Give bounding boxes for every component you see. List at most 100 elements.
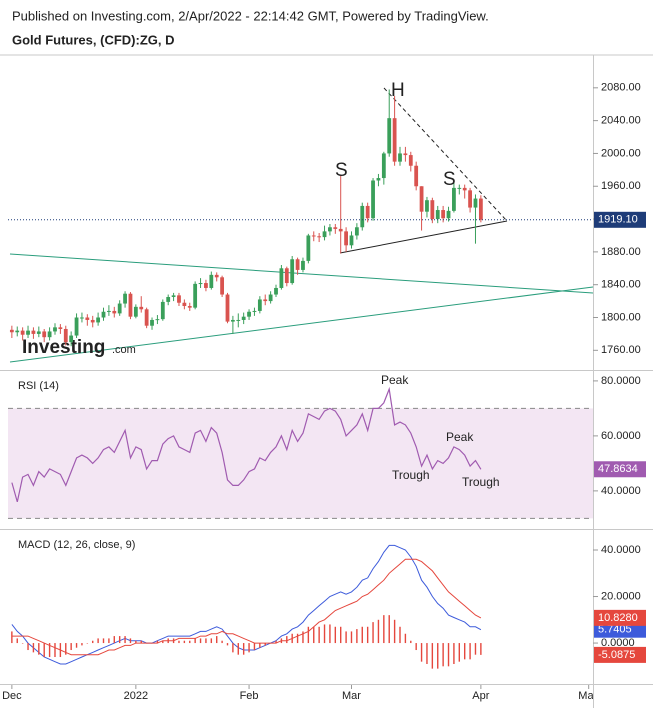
histogram-bar	[253, 643, 256, 651]
candle-body	[333, 227, 338, 229]
candle-body	[26, 330, 30, 335]
candle-body	[53, 327, 57, 332]
histogram-bar	[118, 636, 121, 644]
histogram-bar	[437, 643, 439, 669]
histogram-bar	[323, 624, 326, 644]
histogram-bar	[318, 626, 320, 644]
histogram-bar	[221, 640, 223, 644]
value-tag-box	[594, 461, 646, 478]
histogram-bar	[43, 643, 45, 658]
y-tick-label: 60.0000	[601, 430, 641, 442]
candle-body	[187, 306, 192, 308]
watermark-domain: .com	[112, 344, 136, 356]
value-tag: 47.8634	[598, 463, 638, 475]
candle-body	[381, 153, 386, 179]
candle-body	[387, 118, 392, 154]
candle-body	[360, 205, 365, 228]
y-tick-label: 1840.00	[601, 279, 641, 291]
histogram-bar	[474, 643, 477, 655]
candle-body	[80, 317, 84, 319]
candle-body	[349, 235, 354, 246]
candle-body	[160, 301, 165, 320]
candle-body	[301, 260, 305, 270]
candle-body	[306, 235, 311, 261]
candle-body	[69, 335, 74, 343]
histogram-bar	[302, 631, 304, 644]
histogram-bar	[334, 626, 337, 644]
histogram-bar	[393, 619, 396, 644]
candle-body	[139, 306, 144, 310]
histogram-bar	[264, 643, 266, 646]
y-tick-label: 1760.00	[601, 344, 641, 356]
histogram-bar	[113, 636, 115, 644]
histogram-bar	[356, 629, 358, 644]
candle-body	[430, 200, 435, 220]
panel-label: RSI (14)	[18, 380, 59, 392]
chart-title: Gold Futures, (CFD):ZG, D	[12, 32, 174, 47]
candle-body	[317, 236, 322, 238]
histogram-bar	[232, 643, 234, 653]
candle-body	[371, 180, 375, 219]
histogram-bar	[75, 643, 78, 648]
histogram-bar	[420, 643, 423, 662]
histogram-bar	[92, 640, 94, 644]
rsi-line	[11, 386, 482, 503]
histogram-bar	[199, 638, 202, 644]
histogram-bar	[463, 643, 466, 660]
histogram-bar	[21, 643, 24, 644]
histogram-bar	[172, 638, 175, 644]
candle-body	[247, 311, 251, 317]
x-tick-label: Apr	[472, 690, 489, 702]
histogram-bar	[269, 643, 272, 644]
x-tick-label: Mar	[342, 690, 361, 702]
histogram-bar	[167, 638, 169, 644]
candle-body	[365, 205, 370, 219]
candle-body	[209, 274, 214, 288]
histogram-bar	[86, 643, 89, 644]
histogram-bar	[410, 640, 412, 644]
y-tick-label: 20.0000	[601, 590, 641, 602]
pattern-label: S	[335, 160, 348, 181]
source-line: Published on Investing.com, 2/Apr/2022 -…	[12, 8, 489, 23]
candle-body	[478, 198, 483, 220]
pattern-label: Peak	[381, 373, 409, 387]
y-tick-label: 2040.00	[601, 115, 641, 127]
histogram-bar	[307, 626, 310, 644]
candle-body	[419, 186, 424, 212]
histogram-bar	[108, 638, 110, 644]
histogram-bar	[183, 640, 186, 644]
histogram-bar	[237, 643, 239, 655]
candle-body	[392, 118, 397, 162]
histogram-bar	[404, 633, 407, 644]
pattern-label: Peak	[446, 430, 474, 444]
histogram-bar	[70, 643, 72, 651]
candle-body	[106, 310, 111, 312]
candle-body	[20, 330, 25, 335]
candle-body	[295, 259, 300, 270]
candle-body	[441, 210, 446, 219]
candle-body	[241, 316, 246, 320]
histogram-bar	[350, 631, 353, 644]
histogram-bar	[340, 626, 342, 644]
histogram-bar	[205, 638, 207, 644]
y-tick-label: 0.0000	[601, 637, 635, 649]
x-tick-label: 2022	[124, 690, 148, 702]
histogram-bar	[242, 643, 245, 655]
histogram-bar	[372, 622, 374, 644]
trend-line	[9, 253, 594, 294]
candle-body	[473, 198, 478, 208]
histogram-bar	[248, 643, 250, 653]
histogram-bar	[216, 636, 218, 644]
candle-body	[101, 311, 106, 318]
frame	[0, 54, 653, 708]
candle-body	[36, 331, 41, 334]
histogram-bar	[11, 631, 13, 644]
candle-body	[376, 178, 381, 181]
histogram-bar	[480, 643, 482, 655]
value-tag: -5.0875	[598, 649, 635, 661]
candle-body	[47, 331, 52, 338]
histogram-bar	[65, 643, 67, 655]
candle-body	[85, 317, 90, 320]
y-tick-label: 1800.00	[601, 311, 641, 323]
